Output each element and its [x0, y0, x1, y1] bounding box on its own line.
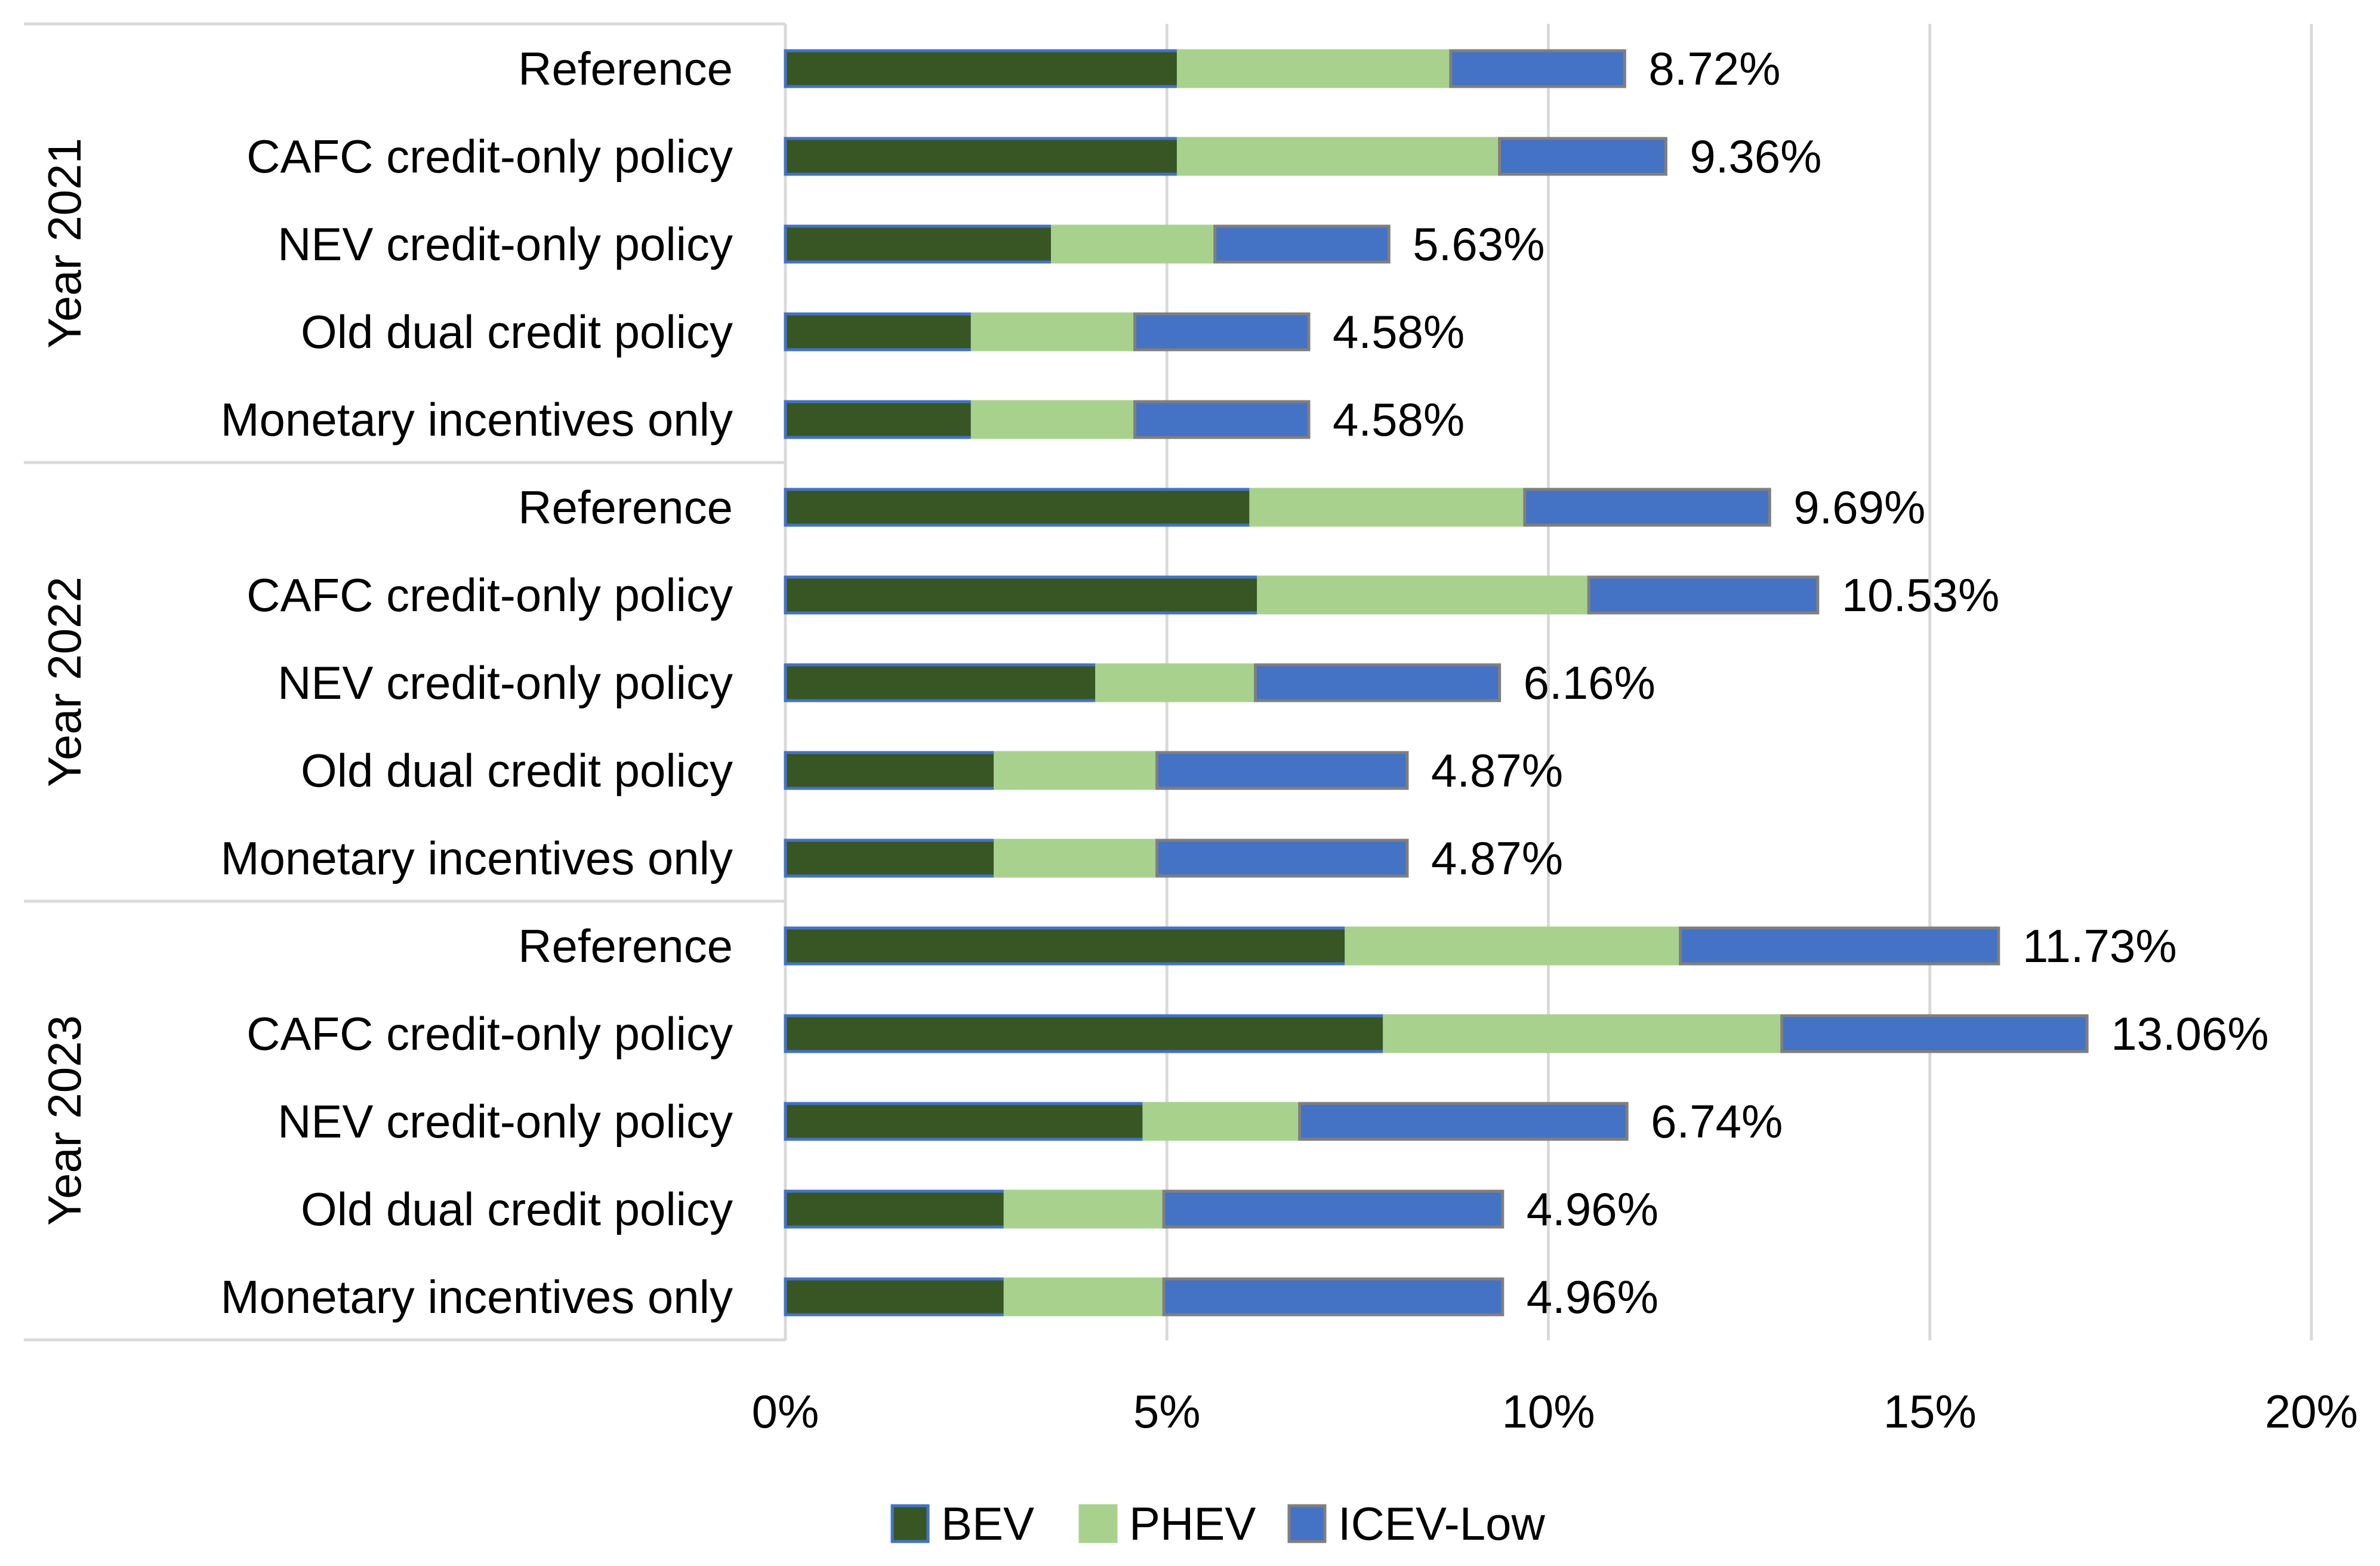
bar-icev-low: [1498, 137, 1667, 176]
bar-phev: [970, 400, 1137, 439]
bar-phev: [1003, 1277, 1166, 1317]
category-label: Old dual credit policy: [301, 744, 733, 797]
bar-icev-low: [1780, 1014, 2089, 1053]
category-label: Reference: [518, 920, 733, 972]
category-label: CAFC credit-only policy: [246, 130, 733, 183]
bar-icev-low: [1155, 839, 1409, 878]
bar-bev: [784, 488, 1253, 527]
data-label: 4.87%: [1431, 832, 1563, 884]
category-label: Old dual credit policy: [301, 1183, 733, 1235]
data-label: 4.58%: [1333, 393, 1465, 446]
bar-bev: [784, 1102, 1146, 1141]
category-label: NEV credit-only policy: [278, 656, 733, 709]
bar-icev-low: [1213, 224, 1391, 264]
category-label: Old dual credit policy: [301, 306, 733, 358]
bar-icev-low: [1254, 663, 1502, 702]
category-label: CAFC credit-only policy: [246, 1007, 733, 1060]
bar-phev: [994, 751, 1159, 790]
bar-bev: [784, 1277, 1007, 1317]
bar-icev-low: [1162, 1189, 1505, 1229]
category-label: Monetary incentives only: [221, 393, 733, 446]
bar-bev: [784, 663, 1099, 702]
bar-icev-low: [1133, 312, 1311, 352]
bar-phev: [1095, 663, 1257, 702]
data-label: 6.16%: [1524, 656, 1655, 709]
group-label: Year 2023: [38, 1015, 91, 1226]
bar-icev-low: [1587, 575, 1820, 615]
bar-icev-low: [1133, 400, 1311, 439]
bar-phev: [994, 839, 1159, 878]
category-label: NEV credit-only policy: [278, 218, 733, 270]
legend-swatch-bev: [890, 1504, 930, 1543]
data-label: 4.87%: [1431, 744, 1563, 797]
category-label: Monetary incentives only: [221, 832, 733, 884]
data-label: 4.96%: [1527, 1183, 1658, 1235]
legend-swatch-icev-low: [1287, 1504, 1327, 1543]
bar-bev: [784, 1014, 1386, 1053]
data-label: 11.73%: [2023, 920, 2177, 972]
bar-icev-low: [1155, 751, 1409, 790]
bar-phev: [1257, 575, 1590, 615]
category-label: Monetary incentives only: [221, 1271, 733, 1323]
x-tick-label: 10%: [1502, 1385, 1595, 1438]
data-label: 4.58%: [1333, 306, 1465, 358]
bar-bev: [784, 312, 974, 352]
bar-bev: [784, 751, 997, 790]
bar-phev: [1176, 49, 1453, 88]
bar-phev: [1003, 1189, 1166, 1229]
bar-bev: [784, 926, 1348, 966]
bar-phev: [1345, 926, 1682, 966]
x-tick-label: 0%: [752, 1385, 819, 1438]
bar-icev-low: [1162, 1277, 1505, 1317]
data-label: 8.72%: [1648, 42, 1780, 95]
bar-phev: [1249, 488, 1527, 527]
legend-label: PHEV: [1129, 1497, 1256, 1550]
legend-swatch-phev: [1078, 1504, 1118, 1543]
bar-phev: [1142, 1102, 1302, 1141]
bar-bev: [784, 839, 997, 878]
x-tick-label: 15%: [1883, 1385, 1977, 1438]
category-label: Reference: [518, 42, 733, 95]
group-label: Year 2022: [38, 577, 91, 787]
data-label: 10.53%: [1842, 569, 2000, 621]
category-label: CAFC credit-only policy: [246, 569, 733, 621]
data-label: 6.74%: [1651, 1095, 1783, 1148]
bar-phev: [1383, 1014, 1784, 1053]
legend-label: ICEV-Low: [1338, 1497, 1545, 1550]
data-label: 13.06%: [2111, 1007, 2269, 1060]
data-label: 9.36%: [1690, 130, 1821, 183]
data-label: 9.69%: [1793, 481, 1925, 534]
bar-bev: [784, 575, 1260, 615]
bar-bev: [784, 400, 974, 439]
category-label: NEV credit-only policy: [278, 1095, 733, 1148]
category-label: Reference: [518, 481, 733, 534]
group-label: Year 2021: [38, 138, 91, 349]
bar-phev: [1176, 137, 1502, 176]
bar-bev: [784, 224, 1054, 264]
legend-label: BEV: [941, 1497, 1034, 1550]
bar-icev-low: [1679, 926, 2000, 966]
bar-icev-low: [1523, 488, 1771, 527]
bar-icev-low: [1449, 49, 1626, 88]
bar-icev-low: [1298, 1102, 1629, 1141]
bar-bev: [784, 1189, 1007, 1229]
data-label: 4.96%: [1527, 1271, 1658, 1323]
x-tick-label: 5%: [1133, 1385, 1201, 1438]
bar-phev: [1050, 224, 1217, 264]
x-tick-label: 20%: [2265, 1385, 2358, 1438]
bar-phev: [970, 312, 1137, 352]
bar-bev: [784, 137, 1180, 176]
bar-bev: [784, 49, 1180, 88]
data-label: 5.63%: [1413, 218, 1544, 270]
